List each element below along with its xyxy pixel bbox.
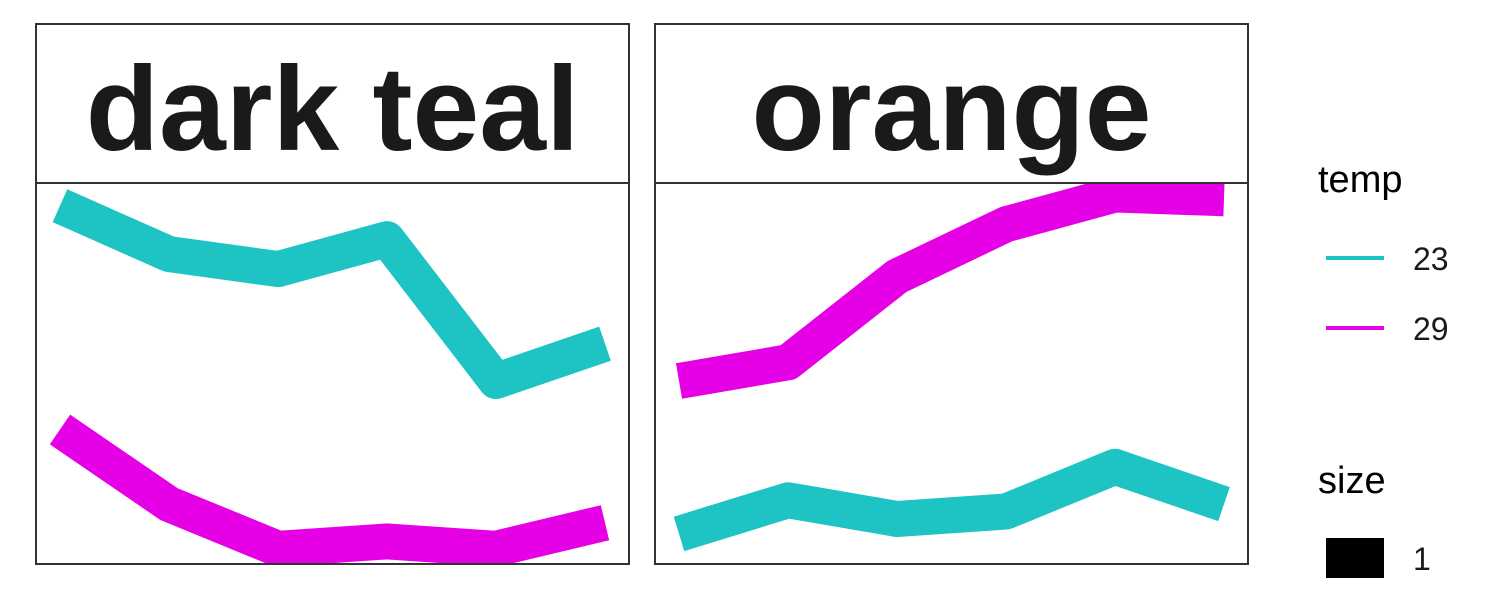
legend-key-box <box>1326 538 1384 578</box>
series-line-temp-23 <box>673 448 1230 552</box>
legend-entry-23: 23 <box>1326 241 1449 277</box>
facet-strip-label: dark teal <box>86 42 580 176</box>
series-lines <box>49 189 611 564</box>
legend-entry-29: 29 <box>1326 311 1449 347</box>
series-line-temp-29 <box>49 414 610 564</box>
legend-size-label: 1 <box>1413 541 1431 577</box>
legend: temp 23 29 size 1 <box>1318 159 1449 578</box>
chart-panels: dark teal orange <box>35 23 1249 565</box>
legend-entry-label: 29 <box>1413 311 1449 347</box>
legend-size-entry-1: 1 <box>1326 538 1431 578</box>
panel-border <box>654 182 1249 565</box>
facet-panel-0: dark teal <box>35 23 630 565</box>
legend-title-temp: temp <box>1318 159 1402 201</box>
legend-entry-label: 23 <box>1413 241 1449 277</box>
series-line-temp-29 <box>675 183 1225 399</box>
series-lines <box>673 183 1230 552</box>
facet-panel-1: orange <box>654 23 1249 565</box>
series-line-temp-23 <box>52 189 611 399</box>
facet-strip-background <box>35 23 630 184</box>
facet-strip-background <box>654 23 1249 184</box>
legend-title-size: size <box>1318 460 1386 502</box>
facet-strip-label: orange <box>751 42 1151 176</box>
panel-border <box>35 182 630 565</box>
